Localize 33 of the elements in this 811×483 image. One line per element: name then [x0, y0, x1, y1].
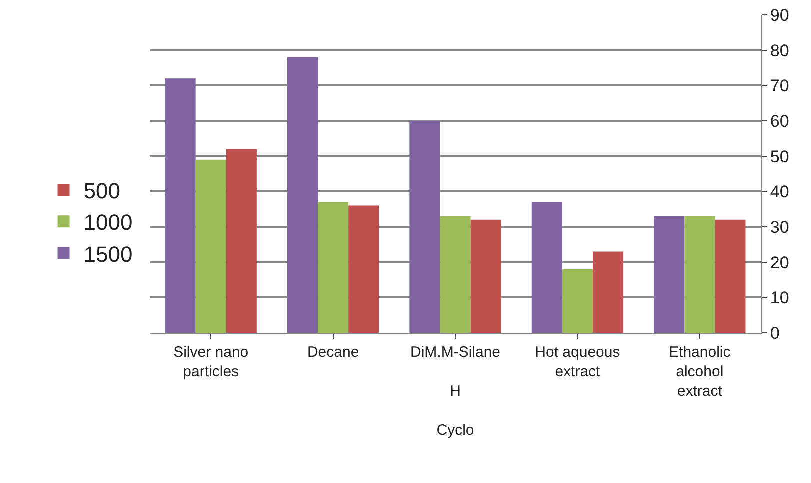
bar — [440, 216, 471, 333]
legend-label: 1000 — [84, 210, 133, 236]
y-tick-label: 30 — [770, 218, 790, 237]
bar — [410, 121, 440, 333]
bar — [226, 149, 257, 333]
y-tick-label: 10 — [770, 288, 790, 308]
y-tick-label: 50 — [770, 147, 790, 166]
bar — [165, 78, 196, 333]
bar — [532, 202, 562, 333]
bar — [654, 216, 685, 333]
bar — [562, 269, 593, 333]
y-tick-label: 90 — [770, 6, 790, 25]
category-label: DiM.M-Silane H Cyclo — [410, 344, 501, 439]
legend-label: 500 — [84, 178, 120, 204]
x-tick-label: Silver nano particles — [174, 344, 249, 380]
y-tick-label: 80 — [770, 41, 790, 60]
bar — [287, 57, 318, 333]
bar — [684, 216, 716, 333]
x-tick-label: Decane — [307, 344, 360, 361]
bar — [592, 252, 624, 333]
y-tick-label: 20 — [770, 253, 790, 272]
y-tick-label: 40 — [770, 182, 790, 202]
y-tick-label: 60 — [770, 112, 790, 131]
bar — [715, 220, 746, 333]
bar — [348, 206, 380, 333]
bar — [196, 160, 226, 333]
x-tick-label: Hot aqueous extract — [535, 344, 620, 380]
bar — [470, 220, 502, 333]
y-tick-label: 0 — [770, 324, 780, 343]
x-tick-label: Ethanolic alcohol extract — [669, 344, 732, 400]
bar — [318, 202, 349, 333]
legend-label: 1500 — [84, 242, 133, 267]
y-tick-label: 70 — [770, 76, 790, 96]
